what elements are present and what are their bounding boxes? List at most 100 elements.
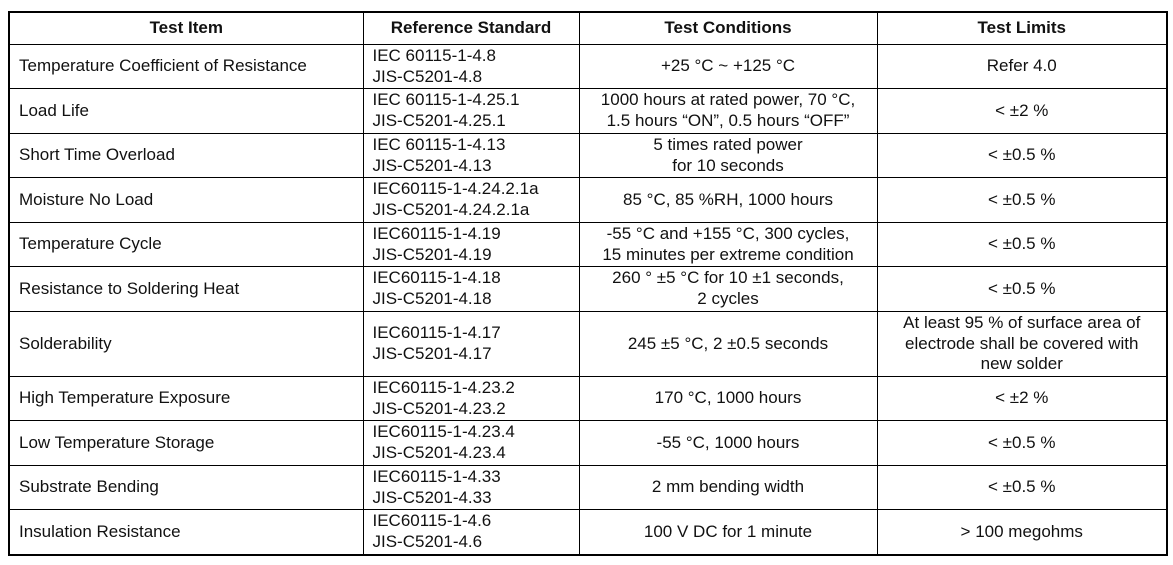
reference-standard-cell: IEC60115-1-4.33 JIS-C5201-4.33 (362, 464, 580, 511)
condition-line: 260 ° ±5 °C for 10 ±1 seconds, (612, 268, 844, 288)
standard-line: JIS-C5201-4.23.4 (372, 443, 506, 463)
table-row: Load Life IEC 60115-1-4.25.1 JIS-C5201-4.2… (8, 88, 1168, 134)
qualification-test-table: Test Item Reference Standard Test Condit… (8, 11, 1168, 556)
limit-line: new solder (980, 354, 1063, 374)
test-limits-cell: At least 95 % of surface area of electrod… (876, 310, 1168, 378)
limit-line: < ±0.5 % (988, 432, 1056, 452)
test-limits-cell: < ±0.5 % (876, 221, 1168, 268)
table-row: Insulation Resistance IEC60115-1-4.6 JIS-C… (8, 509, 1168, 556)
test-conditions-cell: 260 ° ±5 °C for 10 ±1 seconds, 2 cycles (578, 266, 878, 312)
condition-line: 15 minutes per extreme condition (602, 244, 854, 264)
standard-line: JIS-C5201-4.13 (372, 155, 492, 175)
test-limits-cell: < ±0.5 % (876, 177, 1168, 223)
test-item-cell: High Temperature Exposure (8, 376, 364, 422)
test-conditions-cell: 5 times rated power for 10 seconds (578, 132, 878, 179)
test-item-cell: Load Life (8, 88, 364, 134)
test-conditions-cell: 100 V DC for 1 minute (578, 509, 878, 556)
test-item-cell: Temperature Cycle (8, 221, 364, 268)
col-header-test-limits: Test Limits (876, 11, 1168, 45)
standard-line: IEC60115-1-4.23.4 (372, 422, 515, 442)
table-header-row: Test Item Reference Standard Test Condit… (8, 11, 1168, 45)
test-conditions-cell: 170 °C, 1000 hours (578, 376, 878, 422)
table-row: Short Time Overload IEC 60115-1-4.13 JIS-C… (8, 132, 1168, 179)
limit-line: < ±0.5 % (988, 234, 1056, 254)
test-conditions-cell: 245 ±5 °C, 2 ±0.5 seconds (578, 310, 878, 378)
limit-line: At least 95 % of surface area of (903, 312, 1141, 332)
test-limits-cell: < ±0.5 % (876, 266, 1168, 312)
test-conditions-cell: -55 °C and +155 °C, 300 cycles, 15 minute… (578, 221, 878, 268)
test-item-label: Solderability (19, 333, 112, 353)
test-item-label: Temperature Coefficient of Resistance (19, 56, 307, 76)
test-conditions-cell: +25 °C ~ +125 °C (578, 43, 878, 90)
test-item-cell: Solderability (8, 310, 364, 378)
standard-line: JIS-C5201-4.6 (372, 532, 483, 552)
test-limits-cell: < ±0.5 % (876, 132, 1168, 179)
standard-line: IEC60115-1-4.17 (372, 323, 501, 343)
table-row: High Temperature Exposure IEC60115-1-4.23… (8, 376, 1168, 422)
test-item-cell: Insulation Resistance (8, 509, 364, 556)
standard-line: JIS-C5201-4.25.1 (372, 111, 506, 131)
test-limits-cell: < ±0.5 % (876, 420, 1168, 466)
reference-standard-cell: IEC 60115-1-4.13 JIS-C5201-4.13 (362, 132, 580, 179)
limit-line: electrode shall be covered with (905, 333, 1139, 353)
test-item-cell: Low Temperature Storage (8, 420, 364, 466)
standard-line: IEC 60115-1-4.8 (372, 46, 496, 65)
condition-line: -55 °C and +155 °C, 300 cycles, (606, 223, 850, 243)
test-limits-cell: > 100 megohms (876, 509, 1168, 556)
test-conditions-cell: 2 mm bending width (578, 464, 878, 511)
table-row: Resistance to Soldering Heat IEC60115-1-4… (8, 266, 1168, 312)
reference-standard-cell: IEC60115-1-4.17 JIS-C5201-4.17 (362, 310, 580, 378)
test-limits-cell: < ±2 % (876, 88, 1168, 134)
test-item-label: High Temperature Exposure (19, 388, 231, 408)
standard-line: JIS-C5201-4.23.2 (372, 398, 506, 418)
standard-line: JIS-C5201-4.8 (372, 66, 483, 86)
condition-line: +25 °C ~ +125 °C (660, 56, 796, 76)
test-item-cell: Substrate Bending (8, 464, 364, 511)
standard-line: JIS-C5201-4.33 (372, 487, 492, 507)
reference-standard-cell: IEC 60115-1-4.8 JIS-C5201-4.8 (362, 43, 580, 90)
table-row: Low Temperature Storage IEC60115-1-4.23.4… (8, 420, 1168, 466)
test-item-label: Substrate Bending (19, 477, 159, 497)
limit-line: Refer 4.0 (986, 56, 1057, 76)
test-item-cell: Short Time Overload (8, 132, 364, 179)
test-conditions-cell: -55 °C, 1000 hours (578, 420, 878, 466)
test-item-cell: Resistance to Soldering Heat (8, 266, 364, 312)
standard-line: IEC60115-1-4.6 (372, 511, 492, 531)
standard-line: JIS-C5201-4.17 (372, 343, 492, 363)
condition-line: for 10 seconds (672, 155, 784, 175)
col-header-test-item: Test Item (8, 11, 364, 45)
limit-line: < ±2 % (995, 100, 1049, 120)
table-row: Solderability IEC60115-1-4.17 JIS-C5201-4.… (8, 310, 1168, 378)
condition-line: -55 °C, 1000 hours (656, 432, 800, 452)
limit-line: < ±0.5 % (988, 477, 1056, 497)
col-header-test-conditions: Test Conditions (578, 11, 878, 45)
standard-line: IEC60115-1-4.24.2.1a (372, 179, 539, 199)
table-row: Temperature Cycle IEC60115-1-4.19 JIS-C520… (8, 221, 1168, 268)
test-limits-cell: < ±2 % (876, 376, 1168, 422)
condition-line: 245 ±5 °C, 2 ±0.5 seconds (627, 333, 829, 353)
reference-standard-cell: IEC60115-1-4.19 JIS-C5201-4.19 (362, 221, 580, 268)
limit-line: < ±0.5 % (988, 145, 1056, 165)
test-table-body: Temperature Coefficient of Resistance IEC… (8, 43, 1168, 556)
table-row: Substrate Bending IEC60115-1-4.33 JIS-C520… (8, 464, 1168, 511)
condition-line: 100 V DC for 1 minute (643, 521, 813, 541)
limit-line: < ±0.5 % (988, 278, 1056, 298)
test-item-label: Temperature Cycle (19, 234, 162, 254)
reference-standard-cell: IEC60115-1-4.6 JIS-C5201-4.6 (362, 509, 580, 556)
condition-line: 2 cycles (697, 289, 759, 309)
limit-line: > 100 megohms (960, 521, 1083, 541)
condition-line: 85 °C, 85 %RH, 1000 hours (623, 189, 833, 209)
standard-line: IEC 60115-1-4.25.1 (372, 90, 520, 110)
standard-line: IEC60115-1-4.33 (372, 466, 501, 486)
standard-line: IEC60115-1-4.19 (372, 223, 501, 243)
test-limits-cell: < ±0.5 % (876, 464, 1168, 511)
test-conditions-cell: 85 °C, 85 %RH, 1000 hours (578, 177, 878, 223)
test-conditions-cell: 1000 hours at rated power, 70 °C, 1.5 hou… (578, 88, 878, 134)
table-row: Moisture No Load IEC60115-1-4.24.2.1a JIS-… (8, 177, 1168, 223)
test-item-label: Low Temperature Storage (19, 432, 215, 452)
reference-standard-cell: IEC60115-1-4.23.4 JIS-C5201-4.23.4 (362, 420, 580, 466)
test-item-label: Load Life (19, 100, 89, 120)
test-item-cell: Temperature Coefficient of Resistance (8, 43, 364, 90)
condition-line: 1000 hours at rated power, 70 °C, (600, 90, 856, 110)
standard-line: JIS-C5201-4.24.2.1a (372, 200, 530, 220)
